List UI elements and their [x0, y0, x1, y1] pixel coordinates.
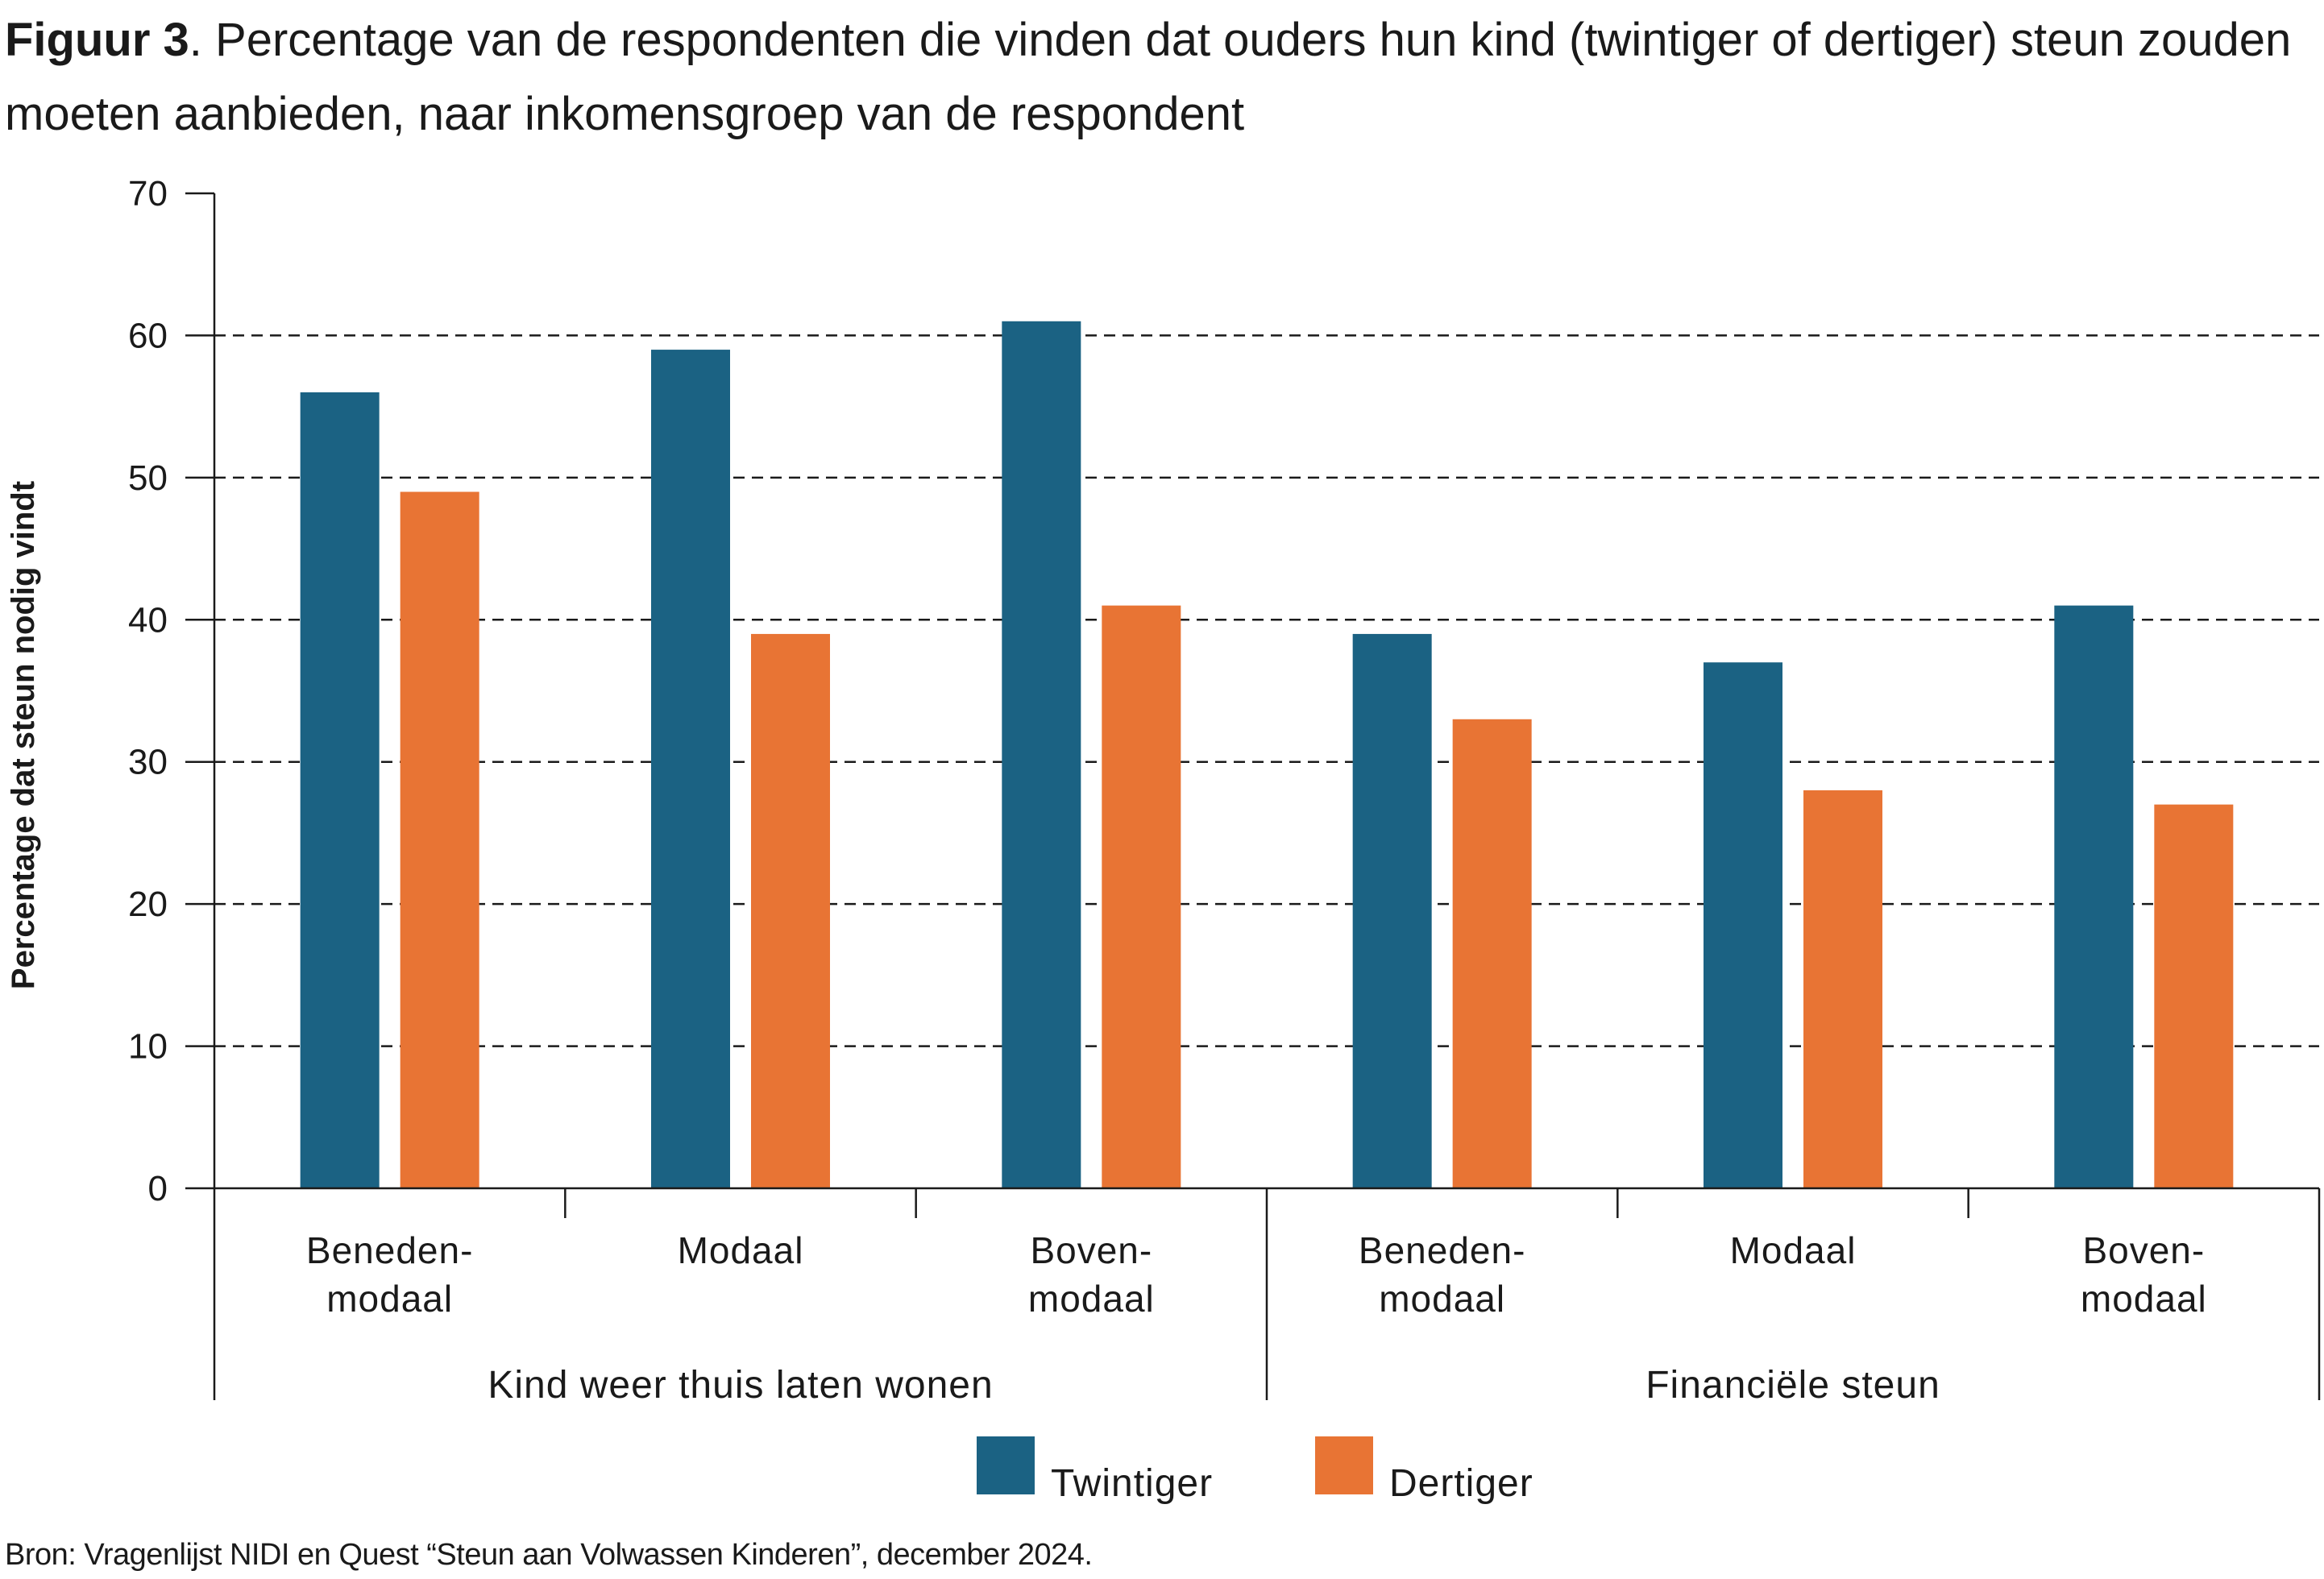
category-label-6-line-2: modaal — [2081, 1278, 2207, 1320]
bar-dertiger-6 — [2154, 804, 2234, 1188]
category-label-2-line-1: Modaal — [678, 1229, 804, 1271]
category-label-1-line-2: modaal — [326, 1278, 453, 1320]
category-label-5-line-1: Modaal — [1730, 1229, 1857, 1271]
figure-caption: . Percentage van de respondenten die vin… — [5, 14, 2292, 140]
y-tick-label-60: 60 — [128, 316, 168, 355]
source-note: Bron: Vragenlijst NIDI en Quest “Steun a… — [5, 1538, 1093, 1572]
y-tick-label-30: 30 — [128, 743, 168, 782]
legend-swatch-dertiger — [1315, 1436, 1373, 1494]
bars — [300, 321, 2234, 1189]
y-tick-label-10: 10 — [128, 1027, 168, 1067]
category-label-4-line-2: modaal — [1379, 1278, 1505, 1320]
bar-twintiger-1 — [300, 392, 380, 1188]
category-label-1-line-1: Beneden- — [306, 1229, 474, 1271]
bar-twintiger-3 — [1002, 321, 1081, 1189]
category-label-4-line-1: Beneden- — [1359, 1229, 1526, 1271]
axis-labels: 0 10 20 30 40 50 60 70 Beneden-modaal Modaal Boven… — [6, 174, 2207, 1407]
group-label-1: Kind weer thuis laten wonen — [488, 1364, 993, 1407]
category-label-3-line-2: modaal — [1028, 1278, 1155, 1320]
bar-dertiger-2 — [751, 633, 830, 1188]
bar-twintiger-2 — [651, 350, 730, 1189]
group-label-2: Financiële steun — [1645, 1364, 1940, 1407]
bar-twintiger-4 — [1352, 633, 1432, 1188]
bar-dertiger-1 — [400, 491, 479, 1188]
y-tick-label-70: 70 — [128, 174, 168, 213]
y-axis-title: Percentage dat steun nodig vindt — [6, 481, 41, 989]
bar-dertiger-5 — [1803, 790, 1882, 1188]
bar-twintiger-6 — [2054, 605, 2134, 1188]
category-label-6-line-1: Boven- — [2082, 1229, 2205, 1271]
category-label-3-line-1: Boven- — [1030, 1229, 1152, 1271]
chart-title: Figuur 3. Percentage van de respondenten… — [5, 3, 2318, 151]
legend-label-dertiger: Dertiger — [1389, 1462, 1533, 1505]
y-tick-label-0: 0 — [148, 1169, 168, 1208]
bar-dertiger-4 — [1452, 719, 1532, 1188]
legend: Twintiger Dertiger — [977, 1436, 1533, 1505]
y-tick-label-50: 50 — [128, 458, 168, 498]
legend-label-twintiger: Twintiger — [1051, 1462, 1213, 1505]
figure-label: Figuur 3 — [5, 14, 189, 66]
legend-swatch-twintiger — [977, 1436, 1035, 1494]
bar-chart: 0 10 20 30 40 50 60 70 Beneden-modaal Modaal Boven… — [6, 174, 2321, 1505]
axes — [185, 192, 2321, 1400]
y-tick-label-20: 20 — [128, 885, 168, 924]
y-tick-label-40: 40 — [128, 600, 168, 640]
gridlines — [214, 334, 2319, 1047]
bar-twintiger-5 — [1704, 662, 1782, 1188]
bar-dertiger-3 — [1102, 605, 1181, 1188]
